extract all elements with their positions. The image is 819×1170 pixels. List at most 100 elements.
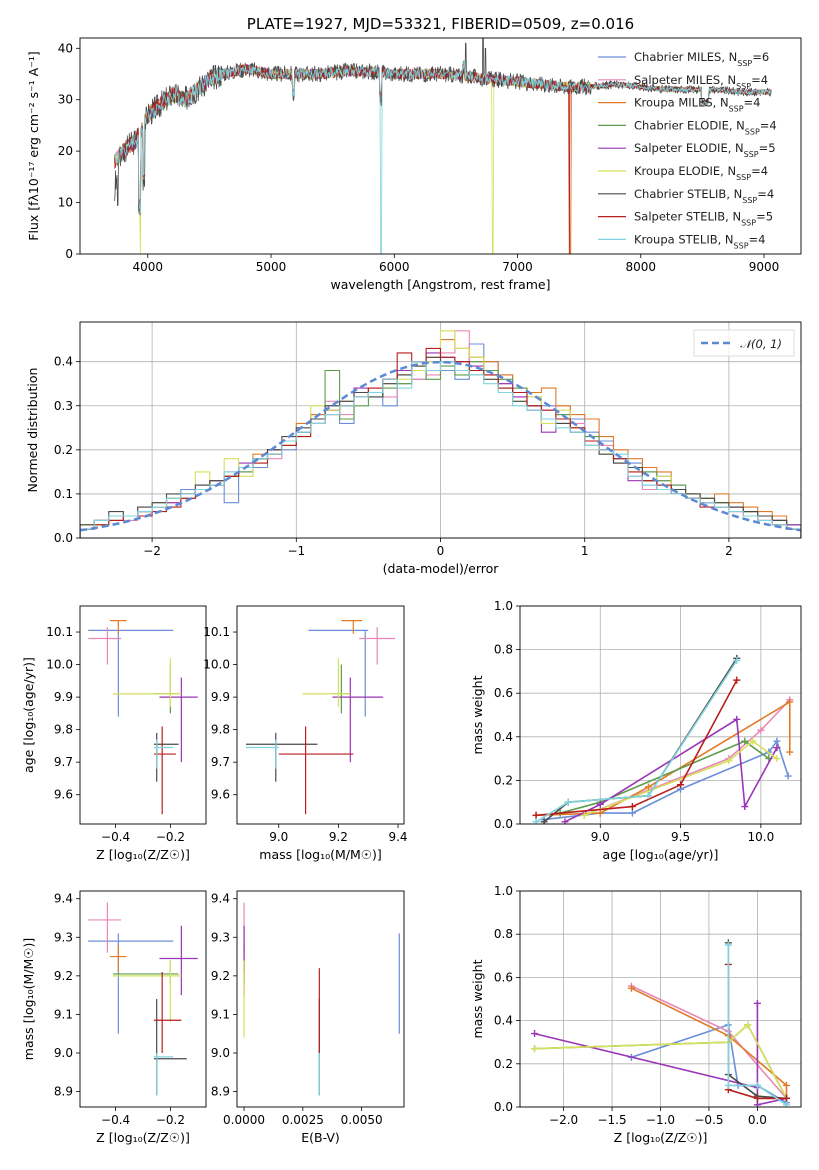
ebv-mass-ytick-label: 8.9 <box>211 1085 230 1099</box>
ebv-mass-frame <box>236 890 405 1108</box>
age-weight-ytick-label: 0.6 <box>494 686 513 700</box>
hist-xtick-label: 2 <box>725 544 733 558</box>
z-weight-xtick-label: −0.5 <box>694 1113 723 1127</box>
legend-n: =5 <box>759 141 776 155</box>
spectrum-ytick-label: 10 <box>58 196 73 210</box>
hist-frame <box>79 321 802 539</box>
z-weight-marker-kroupa-stelib <box>724 1081 732 1089</box>
z-weight-marker-kroupa-elodie <box>531 1045 539 1053</box>
age-weight-marker-chabrier-miles <box>628 809 636 817</box>
age-weight-marker-kroupa-miles <box>786 748 794 756</box>
legend-entry-4: Salpeter ELODIE, NSSP=5 <box>634 141 776 159</box>
age-weight-marker-chabrier-elodie <box>741 737 749 745</box>
age-weight-ytick-label: 0.8 <box>494 643 513 657</box>
age-weight-xtick-label: 10.0 <box>747 830 774 844</box>
spectrum-ytick-label: 40 <box>58 41 73 55</box>
spectrum-line-kroupa-stelib <box>114 60 772 254</box>
ebv-mass-points <box>243 902 400 1096</box>
legend-entry-7: Salpeter STELIB, NSSP=5 <box>634 210 773 228</box>
legend-sub: SSP <box>737 59 752 68</box>
z-weight-marker-salpeter-elodie <box>531 1030 539 1038</box>
z-weight-line-kroupa-stelib <box>727 945 787 1106</box>
age-weight-ytick-label: 0.2 <box>494 773 513 787</box>
spectrum-title: PLATE=1927, MJD=53321, FIBERID=0509, z=0… <box>247 15 634 33</box>
ebv-mass-ytick-label: 9.0 <box>211 1046 230 1060</box>
z-age-points <box>88 620 198 815</box>
hist-xtick-label: 0 <box>437 544 445 558</box>
z-mass-points <box>88 902 198 1096</box>
age-weight-xtick-label: 9.0 <box>591 830 610 844</box>
age-weight-marker-kroupa-miles <box>644 783 652 791</box>
mass-age-frame <box>236 605 405 825</box>
mass-age-xtick-label: 9.0 <box>269 830 288 844</box>
z-weight-line-salpeter-elodie <box>534 1003 787 1106</box>
spectrum-line-chabrier-stelib <box>114 38 772 216</box>
age-weight-ytick-label: 1.0 <box>494 599 513 613</box>
age-weight-marker-salpeter-stelib <box>677 781 685 789</box>
spectrum-xtick-label: 9000 <box>749 260 780 274</box>
z-weight-ytick-label: 0.4 <box>494 1014 513 1028</box>
hist-xtick-label: −1 <box>287 544 305 558</box>
z-weight-ytick-label: 0.2 <box>494 1057 513 1071</box>
hist-ytick-label: 0.3 <box>54 399 73 413</box>
age-weight-xtick-label: 9.5 <box>671 830 690 844</box>
age-weight-frame <box>519 605 802 825</box>
z-weight-ytick-label: 0.0 <box>494 1100 513 1114</box>
z-weight-series <box>531 939 790 1107</box>
hist-xlabel: (data-model)/error <box>383 561 500 576</box>
legend-sub: SSP <box>736 173 751 182</box>
spectrum-axes: 4000 5000 6000 7000 8000 9000 0 10 20 30 40 wavelen… <box>26 41 779 292</box>
z-age-xlabel: Z [log₁₀(Z/Z☉)] <box>96 847 190 862</box>
z-weight-ylabel: mass weight <box>470 959 485 1038</box>
legend-n: =4 <box>757 187 774 201</box>
z-mass-ylabel: mass [log₁₀(M/M☉)] <box>21 938 36 1060</box>
z-weight-marker-salpeter-stelib <box>753 1094 761 1102</box>
z-weight-line-kroupa-elodie <box>534 1023 788 1099</box>
ebv-mass-axes: 0.0000 0.0025 0.0050 8.9 9.0 9.1 9.2 9.3 9.4 E(B-… <box>211 892 383 1145</box>
spectrum-line-salpeter-stelib <box>114 64 772 254</box>
z-age-ytick-label: 10.0 <box>46 658 73 672</box>
legend-box <box>693 329 795 357</box>
spectrum-xlabel: wavelength [Angstrom, rest frame] <box>330 277 550 292</box>
z-mass-ytick-label: 8.9 <box>54 1085 73 1099</box>
age-weight-marker-chabrier-miles <box>773 737 781 745</box>
mass-age-axes: 9.0 9.2 9.4 9.6 9.7 9.8 9.9 10.0 10.1 mass [log₁₀… <box>203 625 407 862</box>
age-weight-marker-kroupa-miles <box>596 809 604 817</box>
z-age-ytick-label: 9.9 <box>54 690 73 704</box>
ebv-mass-xtick-label: 0.0025 <box>282 1113 324 1127</box>
spectrum-ytick-label: 20 <box>58 144 73 158</box>
spectrum-frame <box>79 37 802 255</box>
z-mass-frame <box>79 890 207 1108</box>
legend-name: Chabrier ELODIE, N <box>634 118 745 132</box>
legend-sub: SSP <box>729 104 744 113</box>
ebv-mass-xtick-label: 0.0000 <box>223 1113 265 1127</box>
age-weight-marker-salpeter-miles <box>757 726 765 734</box>
legend-sub: SSP <box>745 127 760 136</box>
spectrum-xtick-label: 8000 <box>626 260 657 274</box>
legend-sub: SSP <box>736 81 751 90</box>
age-weight-marker-salpeter-elodie <box>733 715 741 723</box>
hist-legend: 𝒩(0, 1) <box>693 329 795 357</box>
age-weight-marker-chabrier-miles <box>784 772 792 780</box>
spectrum-lines <box>114 38 772 254</box>
legend-name: Salpeter STELIB, N <box>634 210 741 224</box>
mass-age-ytick-label: 9.7 <box>211 755 230 769</box>
z-mass-ytick-label: 9.2 <box>54 969 73 983</box>
spectrum-xtick-label: 5000 <box>256 260 287 274</box>
legend-entry-6: Chabrier STELIB, NSSP=4 <box>634 187 774 205</box>
z-weight-xtick-label: −2.0 <box>549 1113 578 1127</box>
legend-name: Salpeter MILES, N <box>634 73 736 87</box>
age-weight-marker-kroupa-miles <box>786 698 794 706</box>
z-mass-xlabel: Z [log₁₀(Z/Z☉)] <box>96 1130 190 1145</box>
z-age-ytick-label: 9.7 <box>54 755 73 769</box>
ebv-mass-ytick-label: 9.2 <box>211 969 230 983</box>
z-weight-xlabel: Z [log₁₀(Z/Z☉)] <box>614 1130 708 1145</box>
z-mass-ytick-label: 9.0 <box>54 1046 73 1060</box>
z-weight-marker-kroupa-miles <box>782 1081 790 1089</box>
z-weight-marker-kroupa-stelib <box>782 1101 790 1107</box>
legend-name: Salpeter ELODIE, N <box>634 141 744 155</box>
legend-sub: SSP <box>741 218 756 227</box>
ebv-mass-ytick-label: 9.4 <box>211 892 230 906</box>
spectrum-ylabel: Flux [fλ10⁻¹⁷ erg cm⁻² s⁻¹ A⁻¹] <box>26 51 41 240</box>
